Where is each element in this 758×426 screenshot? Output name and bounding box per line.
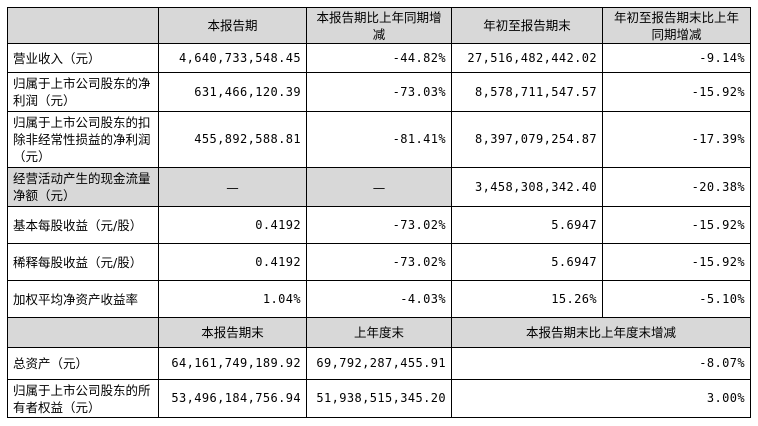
- table-row: 归属于上市公司股东的扣除非经常性损益的净利润（元） 455,892,588.81…: [7, 111, 751, 168]
- table-header-row: 本报告期 本报告期比上年同期增减 年初至报告期末 年初至报告期末比上年同期增减: [7, 7, 751, 44]
- header-current-period-yoy: 本报告期比上年同期增减: [306, 7, 452, 44]
- header-period-end: 本报告期末: [158, 317, 307, 348]
- table-row: 营业收入（元） 4,640,733,548.45 -44.82% 27,516,…: [7, 43, 751, 73]
- cell-value: 8,397,079,254.87: [451, 111, 603, 168]
- cell-value: -15.92%: [602, 72, 751, 112]
- cell-value: -15.92%: [602, 243, 751, 281]
- header-current-period: 本报告期: [158, 7, 307, 44]
- row-label: 营业收入（元）: [7, 43, 159, 73]
- cell-value: -44.82%: [306, 43, 452, 73]
- cell-value: -20.38%: [602, 167, 751, 207]
- cell-value: 27,516,482,442.02: [451, 43, 603, 73]
- cell-value: -73.02%: [306, 206, 452, 244]
- header-ytd: 年初至报告期末: [451, 7, 603, 44]
- cell-value: 455,892,588.81: [158, 111, 307, 168]
- cell-value: 5.6947: [451, 206, 603, 244]
- cell-value: 631,466,120.39: [158, 72, 307, 112]
- cell-value: 69,792,287,455.91: [306, 347, 452, 380]
- row-label: 总资产（元）: [7, 347, 159, 380]
- table-row: 经营活动产生的现金流量净额（元） — — 3,458,308,342.40 -2…: [7, 167, 751, 207]
- cell-value: 8,578,711,547.57: [451, 72, 603, 112]
- row-label: 加权平均净资产收益率: [7, 280, 159, 318]
- cell-value: 3.00%: [451, 379, 751, 418]
- row-label: 经营活动产生的现金流量净额（元）: [7, 167, 159, 207]
- row-label: 归属于上市公司股东的所有者权益（元）: [7, 379, 159, 418]
- header-ytd-yoy: 年初至报告期末比上年同期增减: [602, 7, 751, 44]
- table-row: 稀释每股收益（元/股） 0.4192 -73.02% 5.6947 -15.92…: [7, 243, 751, 281]
- cell-value: -9.14%: [602, 43, 751, 73]
- cell-value-empty: —: [306, 167, 452, 207]
- cell-value: -73.03%: [306, 72, 452, 112]
- table-row: 归属于上市公司股东的净利润（元） 631,466,120.39 -73.03% …: [7, 72, 751, 112]
- header-corner-cell: [7, 7, 159, 44]
- cell-value: -17.39%: [602, 111, 751, 168]
- header-prior-year-end: 上年度末: [306, 317, 452, 348]
- row-label: 归属于上市公司股东的净利润（元）: [7, 72, 159, 112]
- table-row: 归属于上市公司股东的所有者权益（元） 53,496,184,756.94 51,…: [7, 379, 751, 418]
- table-row: 总资产（元） 64,161,749,189.92 69,792,287,455.…: [7, 347, 751, 380]
- cell-value-empty: —: [158, 167, 307, 207]
- cell-value: -81.41%: [306, 111, 452, 168]
- cell-value: 51,938,515,345.20: [306, 379, 452, 418]
- header-change-vs-prior-year-end: 本报告期末比上年度末增减: [451, 317, 751, 348]
- cell-value: 15.26%: [451, 280, 603, 318]
- cell-value: 64,161,749,189.92: [158, 347, 307, 380]
- table-row: 基本每股收益（元/股） 0.4192 -73.02% 5.6947 -15.92…: [7, 206, 751, 244]
- cell-value: 53,496,184,756.94: [158, 379, 307, 418]
- financial-summary-table: 本报告期 本报告期比上年同期增减 年初至报告期末 年初至报告期末比上年同期增减 …: [7, 7, 751, 418]
- cell-value: -8.07%: [451, 347, 751, 380]
- cell-value: 1.04%: [158, 280, 307, 318]
- cell-value: -73.02%: [306, 243, 452, 281]
- cell-value: 3,458,308,342.40: [451, 167, 603, 207]
- table-row: 加权平均净资产收益率 1.04% -4.03% 15.26% -5.10%: [7, 280, 751, 318]
- cell-value: -4.03%: [306, 280, 452, 318]
- cell-value: 0.4192: [158, 243, 307, 281]
- table-header-row: 本报告期末 上年度末 本报告期末比上年度末增减: [7, 317, 751, 348]
- row-label: 归属于上市公司股东的扣除非经常性损益的净利润（元）: [7, 111, 159, 168]
- row-label: 基本每股收益（元/股）: [7, 206, 159, 244]
- cell-value: 5.6947: [451, 243, 603, 281]
- header-corner-cell: [7, 317, 159, 348]
- cell-value: 0.4192: [158, 206, 307, 244]
- cell-value: 4,640,733,548.45: [158, 43, 307, 73]
- row-label: 稀释每股收益（元/股）: [7, 243, 159, 281]
- cell-value: -5.10%: [602, 280, 751, 318]
- cell-value: -15.92%: [602, 206, 751, 244]
